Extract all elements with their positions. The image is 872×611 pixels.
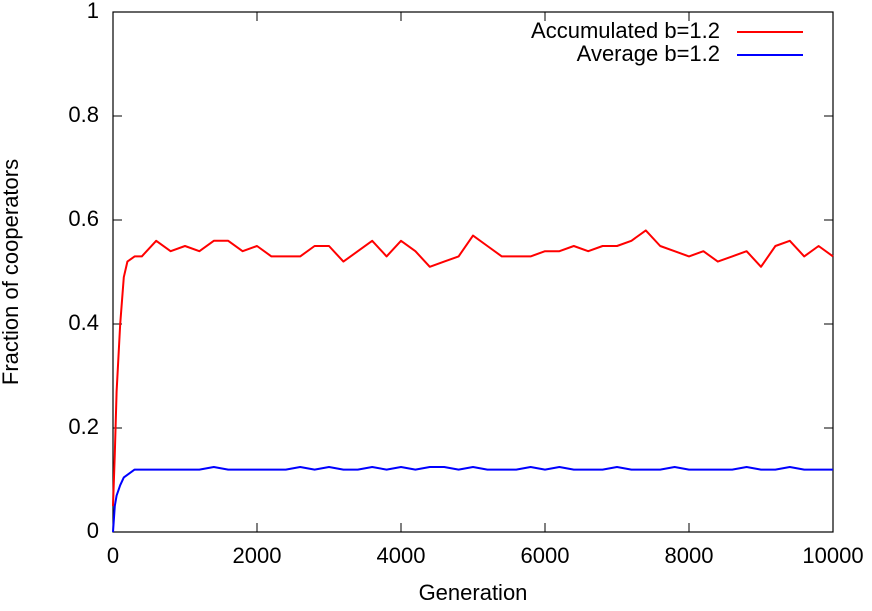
x-tick-label: 6000 [521, 543, 570, 568]
y-axis-label: Fraction of cooperators [0, 159, 23, 385]
y-tick-label: 0 [87, 518, 99, 543]
y-tick-label: 0.4 [68, 310, 99, 335]
x-tick-label: 10000 [802, 543, 863, 568]
x-axis-label: Generation [419, 580, 528, 605]
x-tick-label: 4000 [377, 543, 426, 568]
y-tick-label: 0.2 [68, 414, 99, 439]
y-tick-label: 0.6 [68, 206, 99, 231]
y-tick-label: 0.8 [68, 102, 99, 127]
series-line [112, 466, 833, 533]
y-tick-label: 1 [87, 0, 99, 23]
series-line [112, 229, 834, 507]
x-tick-label: 8000 [665, 543, 714, 568]
plot-frame [112, 11, 834, 533]
legend-label: Average b=1.2 [577, 41, 720, 66]
x-tick-label: 2000 [233, 543, 282, 568]
x-tick-label: 0 [107, 543, 119, 568]
legend-label: Accumulated b=1.2 [531, 18, 720, 43]
